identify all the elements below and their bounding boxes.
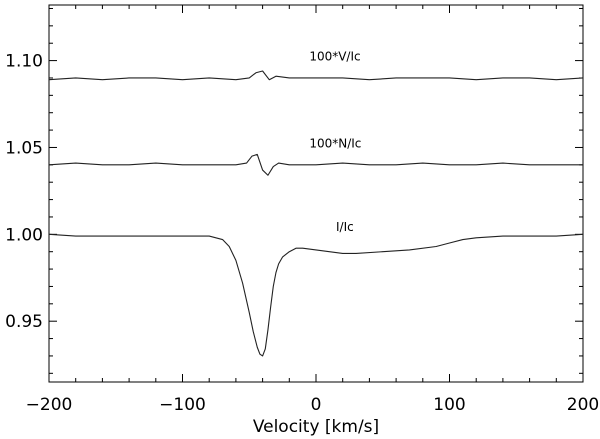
x-tick-label: −100 (159, 395, 206, 415)
series-label-1: 100*N/Ic (309, 136, 361, 150)
x-tick-label: 100 (433, 395, 465, 415)
x-tick-label: 200 (567, 395, 599, 415)
axis-tick-labels: −200 −100 0 100 200 0.95 1.00 1.05 1.10 (5, 52, 599, 415)
axis-ticks (48, 5, 584, 382)
y-tick-label: 1.05 (5, 138, 43, 158)
series-label-0: 100*V/Ic (309, 50, 360, 64)
series-line-0 (48, 70, 584, 81)
x-tick-label: 0 (311, 395, 322, 415)
series-line-1 (48, 153, 583, 176)
y-tick-label: 1.10 (5, 52, 43, 72)
series-lines (48, 70, 584, 357)
series-label-2: I/Ic (336, 220, 354, 234)
series-labels: 100*V/Ic 100*N/Ic I/Ic (309, 50, 361, 234)
y-tick-label: 0.95 (5, 312, 43, 332)
y-tick-label: 1.00 (5, 225, 43, 245)
x-tick-label: −200 (26, 395, 73, 415)
series-line-2 (48, 233, 584, 357)
x-axis-label: Velocity [km/s] (253, 417, 379, 437)
